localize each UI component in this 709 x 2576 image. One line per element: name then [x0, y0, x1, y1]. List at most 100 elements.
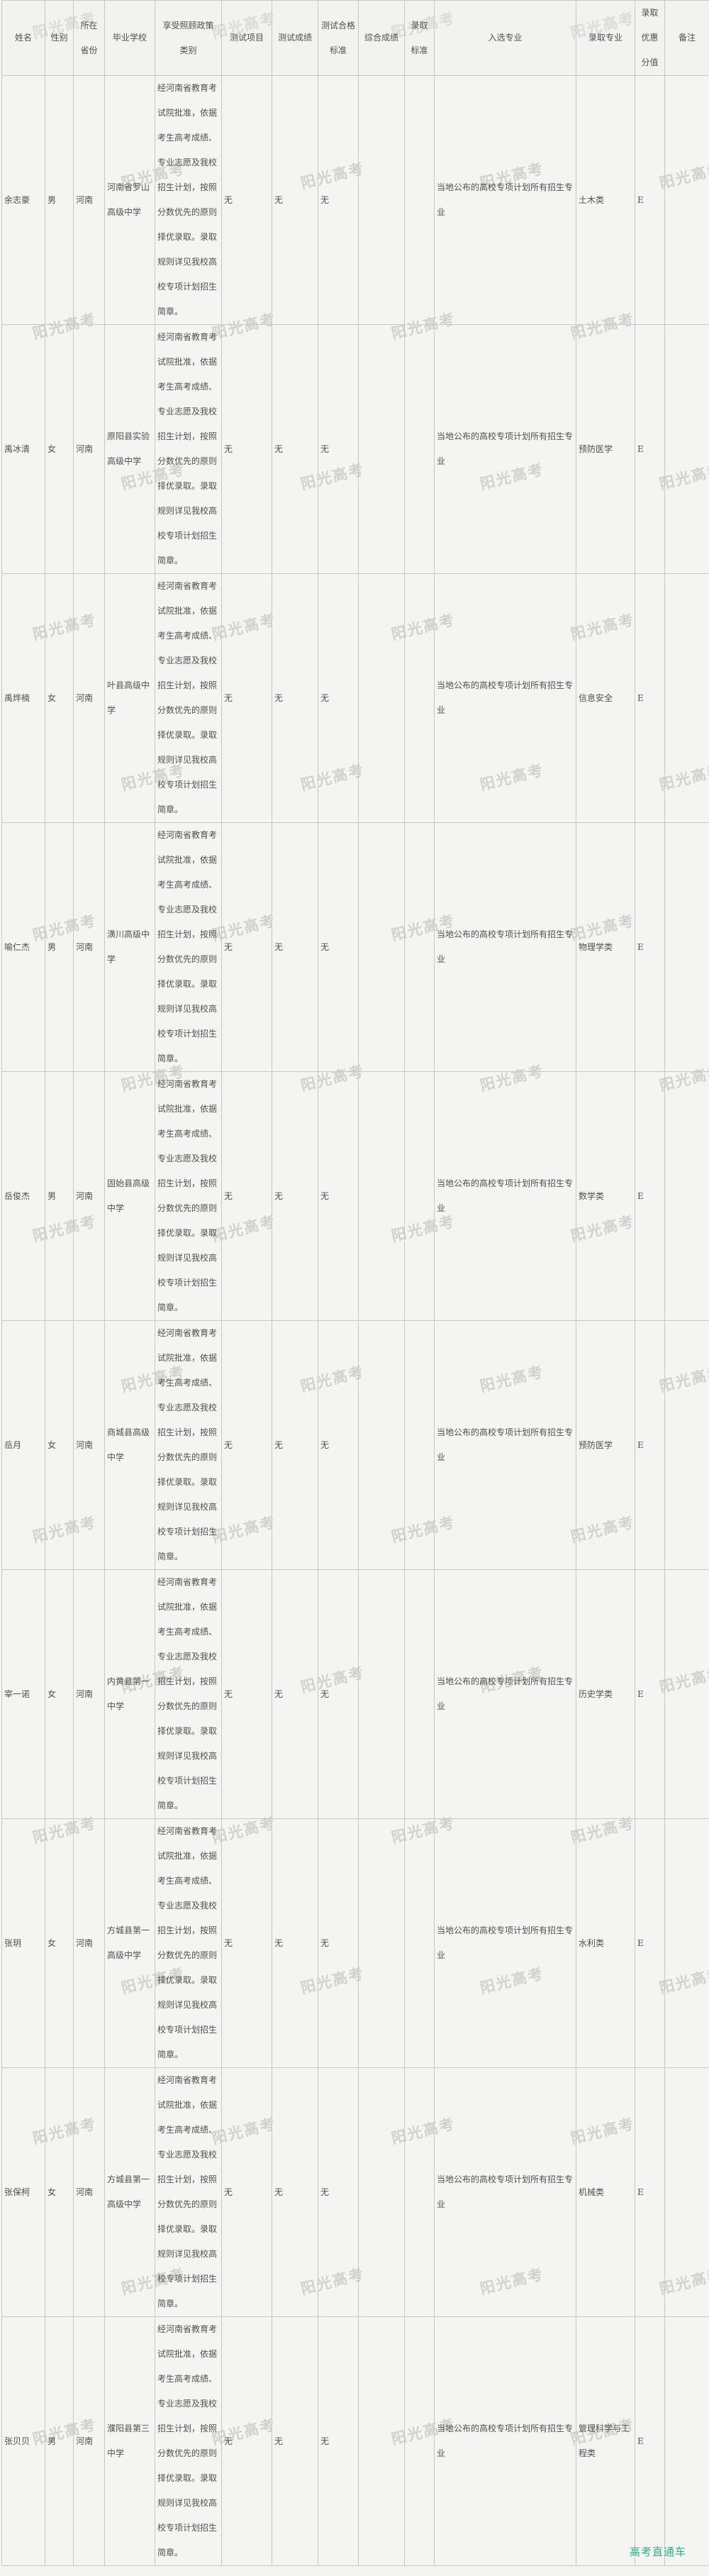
- cell-admitted_major: 物理学类: [576, 822, 635, 1072]
- cell-test_item: 无: [221, 1818, 272, 2068]
- col-header-test_score: 测试成绩: [272, 0, 318, 76]
- col-header-test_standard: 测试合格 标准: [318, 0, 359, 76]
- cell-selected_major: 当地公布的高校专项计划所有招生专业: [434, 324, 576, 574]
- cell-admission_standard: [404, 75, 435, 325]
- cell-policy: 经河南省教育考试院批准，依据考生高考成绩、专业志愿及我校招生计划，按照分数优先的…: [155, 822, 222, 1072]
- col-header-gender: 性别: [45, 0, 74, 76]
- cell-comprehensive: [358, 1071, 405, 1321]
- cell-policy: 经河南省教育考试院批准，依据考生高考成绩、专业志愿及我校招生计划，按照分数优先的…: [155, 1071, 222, 1321]
- cell-policy: 经河南省教育考试院批准，依据考生高考成绩、专业志愿及我校招生计划，按照分数优先的…: [155, 1569, 222, 1819]
- col-header-name: 姓名: [1, 0, 45, 76]
- cell-admitted_major: 数学类: [576, 1071, 635, 1321]
- cell-test_item: 无: [221, 75, 272, 325]
- cell-test_item: 无: [221, 1320, 272, 1570]
- cell-province: 河南: [73, 75, 105, 325]
- cell-bonus: E: [635, 2067, 665, 2317]
- cell-gender: 女: [45, 1818, 74, 2068]
- table-row: 岳俊杰男河南 固始县高级中学 经河南省教育考试院批准，依据考生高考成绩、专业志愿及我…: [1, 1071, 709, 1321]
- cell-admission_standard: [404, 1071, 435, 1321]
- cell-province: 河南: [73, 1071, 105, 1321]
- cell-test_standard: 无: [318, 1569, 359, 1819]
- col-header-bonus: 录取 优惠 分值: [635, 0, 665, 76]
- cell-policy: 经河南省教育考试院批准，依据考生高考成绩、专业志愿及我校招生计划，按照分数优先的…: [155, 2316, 222, 2566]
- cell-remark: [664, 1818, 709, 2068]
- cell-test_standard: 无: [318, 2067, 359, 2317]
- cell-admission_standard: [404, 822, 435, 1072]
- cell-test_standard: 无: [318, 75, 359, 325]
- cell-school: 方城县第一高级中学: [104, 2067, 155, 2317]
- cell-gender: 男: [45, 1071, 74, 1321]
- table-row: 宰一诺女河南 内黄县第一中学 经河南省教育考试院批准，依据考生高考成绩、专业志愿及我…: [1, 1569, 709, 1819]
- cell-school: 固始县高级中学: [104, 1071, 155, 1321]
- cell-admitted_major: 预防医学: [576, 1320, 635, 1570]
- cell-gender: 男: [45, 822, 74, 1072]
- cell-remark: [664, 1320, 709, 1570]
- table-row: 禹冰清女河南 原阳县实验高级中学 经河南省教育考试院批准，依据考生高考成绩、专业志愿…: [1, 324, 709, 574]
- cell-selected_major: 当地公布的高校专项计划所有招生专业: [434, 1818, 576, 2068]
- cell-comprehensive: [358, 324, 405, 574]
- cell-test_item: 无: [221, 822, 272, 1072]
- cell-admission_standard: [404, 573, 435, 823]
- cell-bonus: E: [635, 573, 665, 823]
- cell-admission_standard: [404, 1320, 435, 1570]
- table-row: 禹烨楠女河南 叶县高级中学 经河南省教育考试院批准，依据考生高考成绩、专业志愿及我校…: [1, 573, 709, 823]
- cell-comprehensive: [358, 2067, 405, 2317]
- cell-bonus: E: [635, 1818, 665, 2068]
- cell-comprehensive: [358, 75, 405, 325]
- cell-province: 河南: [73, 573, 105, 823]
- cell-test_item: 无: [221, 324, 272, 574]
- cell-test_score: 无: [272, 1320, 318, 1570]
- cell-gender: 女: [45, 573, 74, 823]
- cell-selected_major: 当地公布的高校专项计划所有招生专业: [434, 2316, 576, 2566]
- footer-brand: 高考直通车: [629, 2546, 686, 2558]
- cell-name: 禹冰清: [1, 324, 45, 574]
- cell-remark: [664, 1569, 709, 1819]
- cell-comprehensive: [358, 2316, 405, 2566]
- cell-school: 原阳县实验高级中学: [104, 324, 155, 574]
- cell-province: 河南: [73, 2067, 105, 2317]
- table-row: 张玥女河南 方城县第一高级中学 经河南省教育考试院批准，依据考生高考成绩、专业志愿及…: [1, 1818, 709, 2068]
- table-row: 喻仁杰男河南 潢川高级中学 经河南省教育考试院批准，依据考生高考成绩、专业志愿及我校…: [1, 822, 709, 1072]
- cell-admitted_major: 预防医学: [576, 324, 635, 574]
- cell-selected_major: 当地公布的高校专项计划所有招生专业: [434, 1569, 576, 1819]
- cell-bonus: E: [635, 822, 665, 1072]
- cell-selected_major: 当地公布的高校专项计划所有招生专业: [434, 75, 576, 325]
- cell-policy: 经河南省教育考试院批准，依据考生高考成绩、专业志愿及我校招生计划，按照分数优先的…: [155, 2067, 222, 2317]
- cell-name: 余志豪: [1, 75, 45, 325]
- cell-province: 河南: [73, 1818, 105, 2068]
- cell-school: 内黄县第一中学: [104, 1569, 155, 1819]
- table-header: 姓名 性别 所在 省份 毕业学校 享受照顾政策 类别 测试项目 测试成绩 测试合格 标准 综合成…: [1, 0, 709, 76]
- cell-test_standard: 无: [318, 1818, 359, 2068]
- cell-policy: 经河南省教育考试院批准，依据考生高考成绩、专业志愿及我校招生计划，按照分数优先的…: [155, 324, 222, 574]
- col-header-school: 毕业学校: [104, 0, 155, 76]
- cell-test_standard: 无: [318, 573, 359, 823]
- cell-name: 岳俊杰: [1, 1071, 45, 1321]
- cell-selected_major: 当地公布的高校专项计划所有招生专业: [434, 1320, 576, 1570]
- cell-test_item: 无: [221, 2067, 272, 2317]
- cell-province: 河南: [73, 1569, 105, 1819]
- cell-remark: [664, 573, 709, 823]
- cell-test_score: 无: [272, 573, 318, 823]
- cell-remark: [664, 2316, 709, 2566]
- cell-name: 张玥: [1, 1818, 45, 2068]
- cell-province: 河南: [73, 822, 105, 1072]
- cell-school: 潢川高级中学: [104, 822, 155, 1072]
- cell-test_standard: 无: [318, 324, 359, 574]
- cell-test_standard: 无: [318, 2316, 359, 2566]
- cell-test_score: 无: [272, 2316, 318, 2566]
- col-header-remark: 备注: [664, 0, 709, 76]
- cell-comprehensive: [358, 822, 405, 1072]
- cell-test_standard: 无: [318, 1071, 359, 1321]
- cell-province: 河南: [73, 324, 105, 574]
- cell-school: 濮阳县第三中学: [104, 2316, 155, 2566]
- cell-name: 岳月: [1, 1320, 45, 1570]
- cell-test_score: 无: [272, 1569, 318, 1819]
- cell-gender: 男: [45, 75, 74, 325]
- cell-admitted_major: 土木类: [576, 75, 635, 325]
- cell-selected_major: 当地公布的高校专项计划所有招生专业: [434, 1071, 576, 1321]
- col-header-test_item: 测试项目: [221, 0, 272, 76]
- cell-comprehensive: [358, 1320, 405, 1570]
- table-body: 余志豪男河南 河南省罗山高级中学 经河南省教育考试院批准，依据考生高考成绩、专业志愿…: [1, 75, 709, 2566]
